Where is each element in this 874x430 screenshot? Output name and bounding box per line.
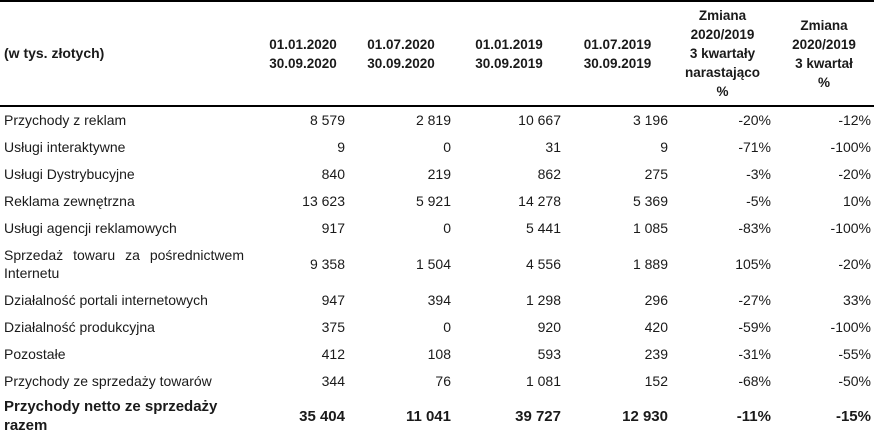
row-label: Przychody netto ze sprzedaży razem: [4, 398, 218, 430]
value-cell: 2 819: [415, 112, 451, 128]
value-cell: 10 667: [518, 112, 561, 128]
row-label: Usługi interaktywne: [4, 139, 126, 155]
value-cell: -59%: [738, 319, 771, 335]
value-cell: 920: [537, 319, 561, 335]
value-cell: 375: [321, 319, 345, 335]
value-cell: -50%: [838, 373, 871, 389]
value-cell: -20%: [838, 166, 871, 182]
row-label: Działalność produkcyjna: [4, 319, 155, 335]
value-cell: 14 278: [518, 193, 561, 209]
table-row: Przychody ze sprzedaży towarów 344 76 1 081…: [0, 368, 874, 395]
value-cell: 420: [644, 319, 668, 335]
value-cell: -55%: [838, 346, 871, 362]
value-cell: 862: [537, 166, 561, 182]
value-cell: 35 404: [299, 407, 345, 425]
value-cell: 5 369: [632, 193, 668, 209]
row-label: Reklama zewnętrzna: [4, 193, 135, 209]
col-header-period-2019-9m: 01.01.2019 30.09.2019: [454, 1, 564, 107]
value-cell: 5 921: [415, 193, 451, 209]
value-cell: 152: [644, 373, 668, 389]
value-cell: 1 298: [525, 292, 561, 308]
value-cell: -71%: [738, 139, 771, 155]
value-cell: 296: [644, 292, 668, 308]
value-cell: -5%: [746, 193, 771, 209]
value-cell: -15%: [835, 407, 871, 425]
value-cell: 0: [443, 139, 451, 155]
value-cell: -68%: [738, 373, 771, 389]
value-cell: 275: [644, 166, 668, 182]
row-label: Usługi agencji reklamowych: [4, 220, 177, 236]
value-cell: -83%: [738, 220, 771, 236]
value-cell: 917: [321, 220, 345, 236]
value-cell: 8 579: [309, 112, 345, 128]
value-cell: 840: [321, 166, 345, 182]
value-cell: 11 041: [405, 407, 451, 425]
value-cell: -100%: [830, 220, 871, 236]
value-cell: -20%: [738, 112, 771, 128]
value-cell: 344: [321, 373, 345, 389]
value-cell: 0: [443, 220, 451, 236]
row-label: Usługi Dystrybucyjne: [4, 166, 135, 182]
table-row: Usługi agencji reklamowych 917 0 5 441 1 085…: [0, 215, 874, 242]
value-cell: 1 085: [632, 220, 668, 236]
col-header-change-quarter: Zmiana 2020/2019 3 kwartał %: [774, 1, 874, 107]
table-row: Działalność produkcyjna 375 0 920 420 -59% -10…: [0, 314, 874, 341]
value-cell: -12%: [838, 112, 871, 128]
table-row: Sprzedaż towaru za pośrednictwem Interne…: [0, 242, 874, 287]
row-label: Działalność portali internetowych: [4, 292, 208, 308]
col-header-change-cumulative: Zmiana 2020/2019 3 kwartały narastająco …: [671, 1, 774, 107]
table-row: Pozostałe 412 108 593 239 -31% -55%: [0, 341, 874, 368]
col-header-period-2019-q3: 01.07.2019 30.09.2019: [564, 1, 671, 107]
row-label: Sprzedaż towaru za pośrednictwem Interne…: [4, 247, 244, 281]
value-cell: 13 623: [302, 193, 345, 209]
value-cell: 10%: [842, 193, 871, 209]
value-cell: 31: [545, 139, 561, 155]
value-cell: -27%: [738, 292, 771, 308]
value-cell: 12 930: [622, 407, 668, 425]
value-cell: 412: [321, 346, 345, 362]
unit-label: (w tys. złotych): [0, 1, 258, 107]
value-cell: 33%: [842, 292, 871, 308]
value-cell: 39 727: [515, 407, 561, 425]
row-label: Przychody ze sprzedaży towarów: [4, 373, 212, 389]
value-cell: -3%: [746, 166, 771, 182]
value-cell: 3 196: [632, 112, 668, 128]
value-cell: 1 889: [632, 256, 668, 272]
table-row: Przychody z reklam 8 579 2 819 10 667 3 196 -…: [0, 106, 874, 134]
value-cell: 9 358: [309, 256, 345, 272]
value-cell: 239: [644, 346, 668, 362]
header-row: (w tys. złotych) 01.01.2020 30.09.2020 0…: [0, 1, 874, 107]
value-cell: -20%: [838, 256, 871, 272]
value-cell: 5 441: [525, 220, 561, 236]
col-header-period-2020-q3: 01.07.2020 30.09.2020: [348, 1, 454, 107]
value-cell: -11%: [736, 407, 771, 425]
value-cell: 1 504: [415, 256, 451, 272]
value-cell: 9: [337, 139, 345, 155]
value-cell: 394: [427, 292, 451, 308]
table-row: Usługi interaktywne 9 0 31 9 -71% -100%: [0, 134, 874, 161]
value-cell: 1 081: [525, 373, 561, 389]
value-cell: 76: [435, 373, 451, 389]
value-cell: 219: [427, 166, 451, 182]
table-row: Usługi Dystrybucyjne 840 219 862 275 -3% -20%: [0, 161, 874, 188]
value-cell: 0: [443, 319, 451, 335]
table-row: Reklama zewnętrzna 13 623 5 921 14 278 5 369…: [0, 188, 874, 215]
value-cell: 593: [537, 346, 561, 362]
col-header-period-2020-9m: 01.01.2020 30.09.2020: [258, 1, 348, 107]
total-row: Przychody netto ze sprzedaży razem 35 404…: [0, 395, 874, 430]
value-cell: -31%: [738, 346, 771, 362]
value-cell: 105%: [735, 256, 771, 272]
value-cell: -100%: [830, 139, 871, 155]
value-cell: 947: [321, 292, 345, 308]
value-cell: 4 556: [525, 256, 561, 272]
value-cell: 9: [660, 139, 668, 155]
value-cell: -100%: [830, 319, 871, 335]
value-cell: 108: [427, 346, 451, 362]
row-label: Przychody z reklam: [4, 112, 127, 128]
table-body: Przychody z reklam 8 579 2 819 10 667 3 196 -…: [0, 106, 874, 430]
row-label: Pozostałe: [4, 346, 66, 362]
table-row: Działalność portali internetowych 947 394 1…: [0, 287, 874, 314]
